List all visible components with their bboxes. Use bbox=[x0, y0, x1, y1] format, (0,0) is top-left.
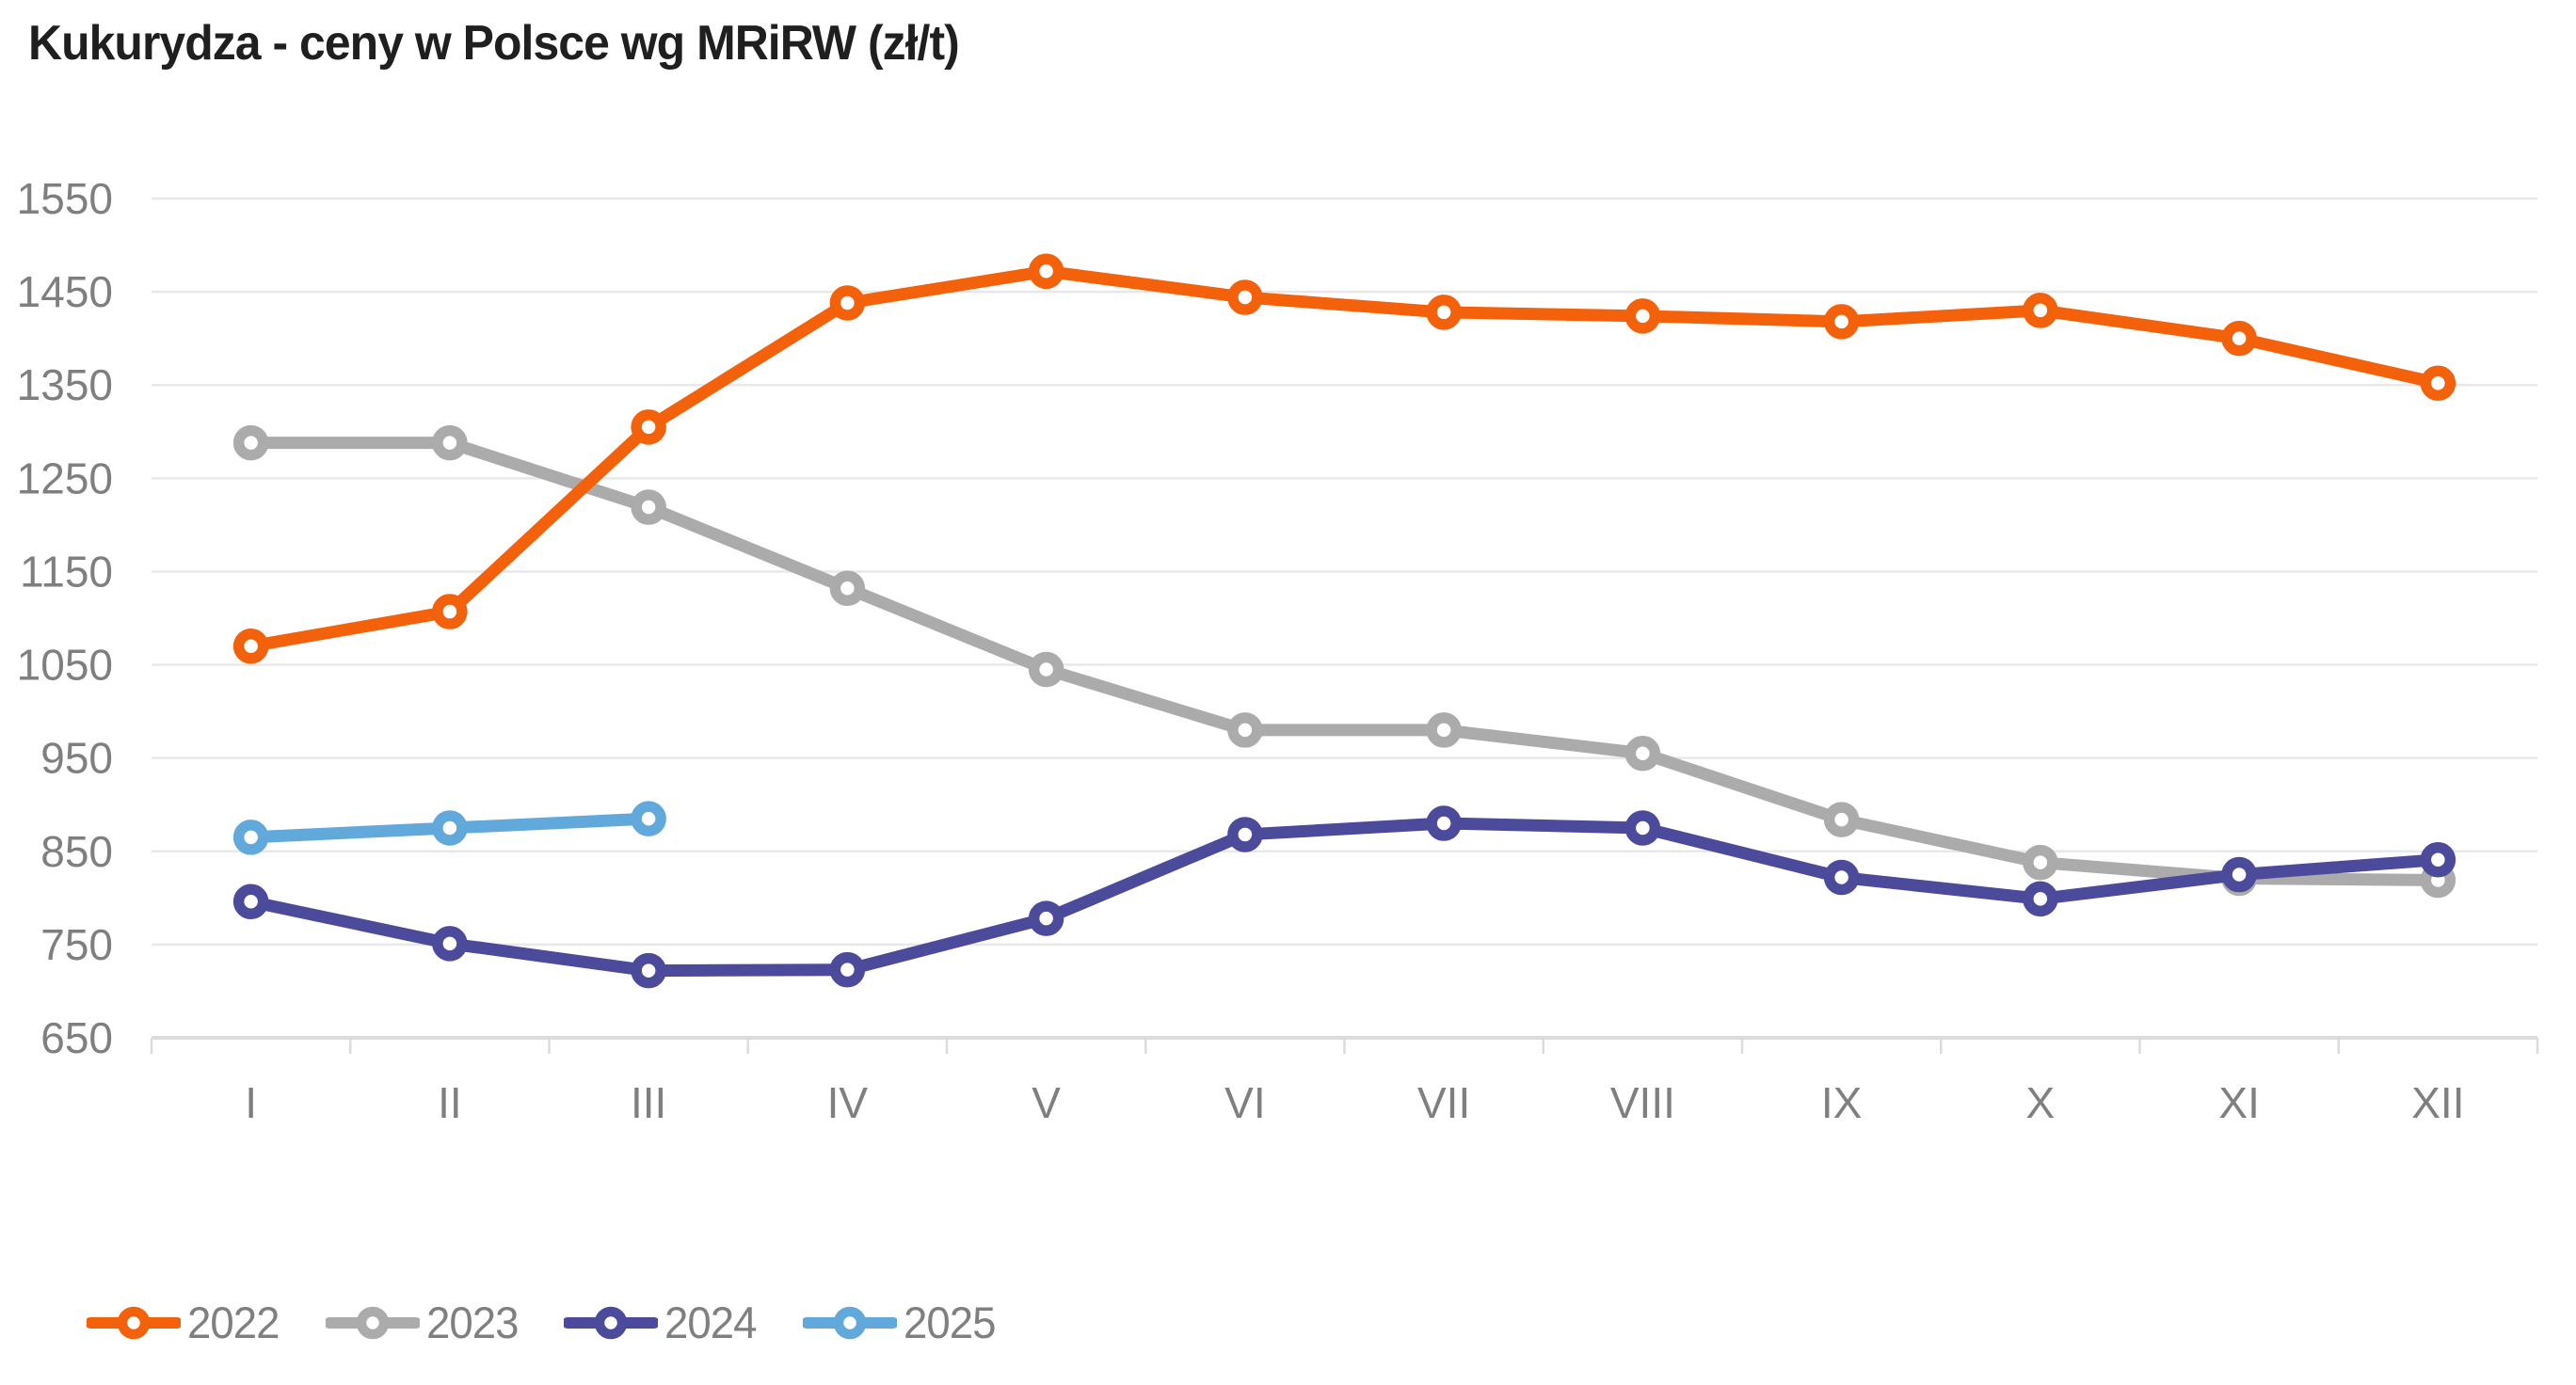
x-axis-month-label: IX bbox=[1821, 1078, 1862, 1127]
x-axis-month-label: VIII bbox=[1610, 1078, 1675, 1127]
y-axis-tick-label: 1450 bbox=[17, 267, 113, 316]
data-point-marker bbox=[232, 424, 269, 461]
data-point-marker bbox=[1426, 295, 1462, 330]
data-point-marker bbox=[1227, 712, 1263, 748]
data-point-marker bbox=[1426, 805, 1462, 841]
chart-legend: 2022 2023 2024 2025 bbox=[87, 1297, 998, 1348]
x-axis-month-label: VI bbox=[1224, 1078, 1265, 1127]
data-point-marker bbox=[1028, 253, 1064, 290]
series-line bbox=[245, 817, 2444, 978]
line-marker-icon bbox=[325, 1306, 420, 1339]
legend-item-2025: 2025 bbox=[802, 1297, 999, 1348]
x-axis-month-label: XII bbox=[2411, 1078, 2464, 1127]
y-axis-tick-label: 650 bbox=[40, 1013, 113, 1062]
data-point-marker bbox=[631, 489, 666, 525]
data-point-marker bbox=[432, 424, 468, 461]
series-2024 bbox=[232, 805, 2456, 989]
series-line bbox=[245, 437, 2444, 887]
x-axis-month-label: IV bbox=[827, 1078, 869, 1127]
data-point-marker bbox=[1227, 279, 1263, 315]
y-axis-tick-label: 1250 bbox=[17, 454, 113, 502]
data-point-marker bbox=[1823, 304, 1860, 340]
data-point-marker bbox=[1028, 651, 1064, 688]
x-axis-month-label: II bbox=[438, 1078, 462, 1127]
series-2025 bbox=[232, 801, 666, 855]
y-axis-tick-label: 1350 bbox=[17, 360, 113, 409]
data-point-marker bbox=[2023, 881, 2058, 917]
data-point-marker bbox=[2023, 844, 2058, 881]
data-point-marker bbox=[2420, 365, 2456, 401]
legend-label: 2022 bbox=[187, 1297, 280, 1347]
line-marker-icon bbox=[802, 1306, 897, 1339]
data-point-marker bbox=[2221, 856, 2257, 893]
legend-item-2023: 2023 bbox=[325, 1297, 521, 1348]
y-axis-tick-label: 950 bbox=[40, 734, 113, 783]
data-point-marker bbox=[1624, 735, 1661, 772]
data-point-marker bbox=[432, 810, 468, 846]
data-point-marker bbox=[432, 594, 468, 629]
legend-label: 2024 bbox=[664, 1297, 758, 1347]
data-point-marker bbox=[1227, 817, 1263, 852]
data-point-marker bbox=[631, 952, 666, 989]
y-axis-tick-label: 850 bbox=[40, 827, 113, 876]
data-point-marker bbox=[2023, 293, 2058, 328]
data-point-marker bbox=[1028, 900, 1064, 936]
legend-label: 2023 bbox=[425, 1297, 520, 1347]
data-point-marker bbox=[829, 570, 866, 607]
data-point-marker bbox=[1426, 712, 1462, 748]
x-axis-month-label: X bbox=[2026, 1078, 2056, 1127]
y-axis-tick-label: 750 bbox=[40, 920, 113, 969]
y-axis-tick-label: 1150 bbox=[20, 547, 113, 596]
legend-item-2022: 2022 bbox=[87, 1297, 282, 1348]
chart-title: Kukurydza - ceny w Polsce wg MRiRW (zł/t… bbox=[28, 16, 960, 71]
series-line bbox=[245, 264, 2444, 653]
data-point-marker bbox=[631, 801, 666, 836]
legend-label: 2025 bbox=[903, 1297, 997, 1347]
y-axis-tick-label: 1050 bbox=[17, 641, 113, 690]
x-axis-month-label: V bbox=[1032, 1078, 1061, 1127]
x-axis-month-label: XI bbox=[2218, 1078, 2259, 1127]
data-point-marker bbox=[1624, 298, 1661, 334]
line-marker-icon bbox=[87, 1306, 181, 1339]
x-axis-month-label: III bbox=[631, 1078, 666, 1127]
legend-item-2024: 2024 bbox=[564, 1297, 760, 1348]
data-point-marker bbox=[232, 628, 269, 664]
data-point-marker bbox=[432, 926, 468, 962]
y-axis-tick-label: 1550 bbox=[17, 174, 113, 223]
data-point-marker bbox=[1624, 810, 1661, 846]
line-marker-icon bbox=[564, 1306, 659, 1339]
data-point-marker bbox=[232, 884, 269, 920]
x-axis-month-label: I bbox=[245, 1078, 257, 1127]
data-point-marker bbox=[2221, 320, 2257, 357]
data-point-marker bbox=[829, 951, 866, 988]
series-2022 bbox=[232, 253, 2456, 664]
data-point-marker bbox=[232, 820, 269, 855]
series-2023 bbox=[232, 424, 2456, 899]
data-point-marker bbox=[1823, 859, 1860, 896]
data-point-marker bbox=[2420, 841, 2456, 878]
data-point-marker bbox=[631, 409, 666, 445]
data-point-marker bbox=[829, 285, 866, 321]
data-point-marker bbox=[1823, 802, 1860, 837]
x-axis-month-label: VII bbox=[1417, 1078, 1470, 1127]
